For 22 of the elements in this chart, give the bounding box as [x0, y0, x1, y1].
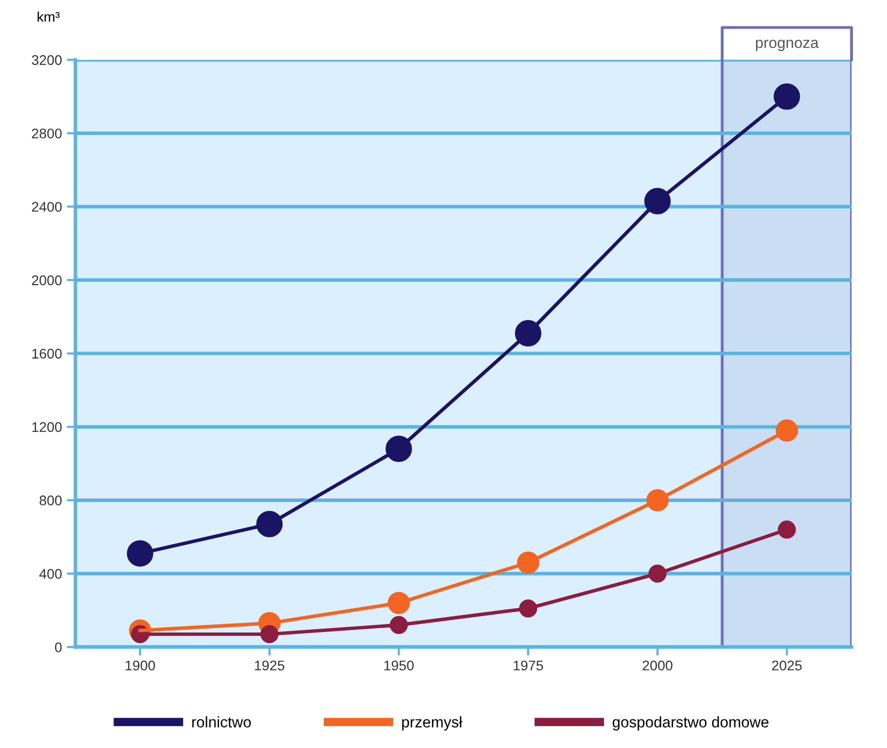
- y-tick-label: 2800: [32, 128, 62, 138]
- x-tick-label: 1950: [384, 660, 414, 670]
- x-tick-label: 2025: [772, 660, 802, 670]
- y-tick-label: 2000: [32, 275, 62, 286]
- band-label: prognoza: [756, 40, 819, 52]
- legend-label: rolnictwo: [192, 716, 251, 728]
- y-tick-label: 800: [40, 496, 62, 506]
- x-tick-label: 1900: [126, 660, 155, 670]
- point: [126, 540, 154, 567]
- y-tick-label: 3200: [32, 55, 62, 66]
- x-tick-label: 1925: [255, 660, 284, 670]
- x-tick-label: 1975: [514, 660, 543, 670]
- y-tick-label: 2400: [32, 202, 62, 212]
- y-tick-label: 1600: [32, 348, 62, 359]
- y-tick-label: 400: [39, 568, 62, 579]
- y-tick-label: 0: [55, 642, 62, 652]
- point: [774, 83, 800, 110]
- x-tick-label: 2000: [642, 660, 672, 670]
- y-tick-label: 1200: [32, 422, 62, 432]
- legend-label: gospodarstwo domowe: [612, 716, 768, 731]
- y-axis-title: km³: [38, 12, 60, 22]
- legend-label: przemysł: [402, 716, 462, 731]
